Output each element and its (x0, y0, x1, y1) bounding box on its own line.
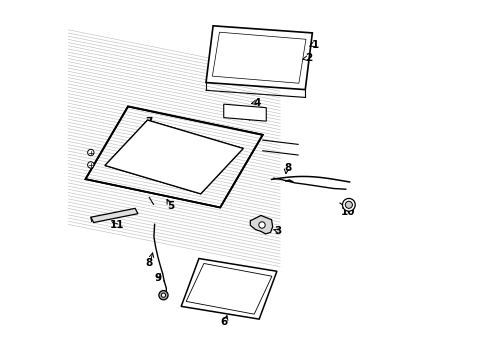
Circle shape (343, 198, 355, 211)
Circle shape (88, 149, 94, 156)
Circle shape (161, 293, 166, 297)
Text: 9: 9 (155, 273, 162, 283)
Text: 1: 1 (312, 40, 319, 50)
Text: 6: 6 (221, 317, 228, 327)
Polygon shape (85, 107, 263, 207)
Polygon shape (212, 32, 306, 83)
Text: 3: 3 (274, 226, 281, 236)
Polygon shape (224, 104, 266, 121)
Circle shape (259, 222, 265, 228)
Circle shape (88, 162, 94, 168)
Polygon shape (206, 26, 312, 90)
Text: 5: 5 (167, 201, 174, 211)
Polygon shape (181, 258, 277, 319)
Text: 2: 2 (305, 53, 313, 63)
Text: 4: 4 (253, 98, 261, 108)
Text: 8: 8 (145, 258, 152, 268)
Text: 8: 8 (284, 163, 291, 173)
Text: 7: 7 (145, 117, 152, 127)
Polygon shape (186, 264, 272, 314)
Circle shape (345, 201, 352, 208)
Circle shape (159, 291, 168, 300)
Text: 11: 11 (110, 220, 124, 230)
Text: 10: 10 (341, 207, 356, 217)
Polygon shape (105, 120, 243, 194)
Polygon shape (105, 120, 243, 194)
Polygon shape (250, 215, 272, 234)
Polygon shape (91, 208, 138, 222)
